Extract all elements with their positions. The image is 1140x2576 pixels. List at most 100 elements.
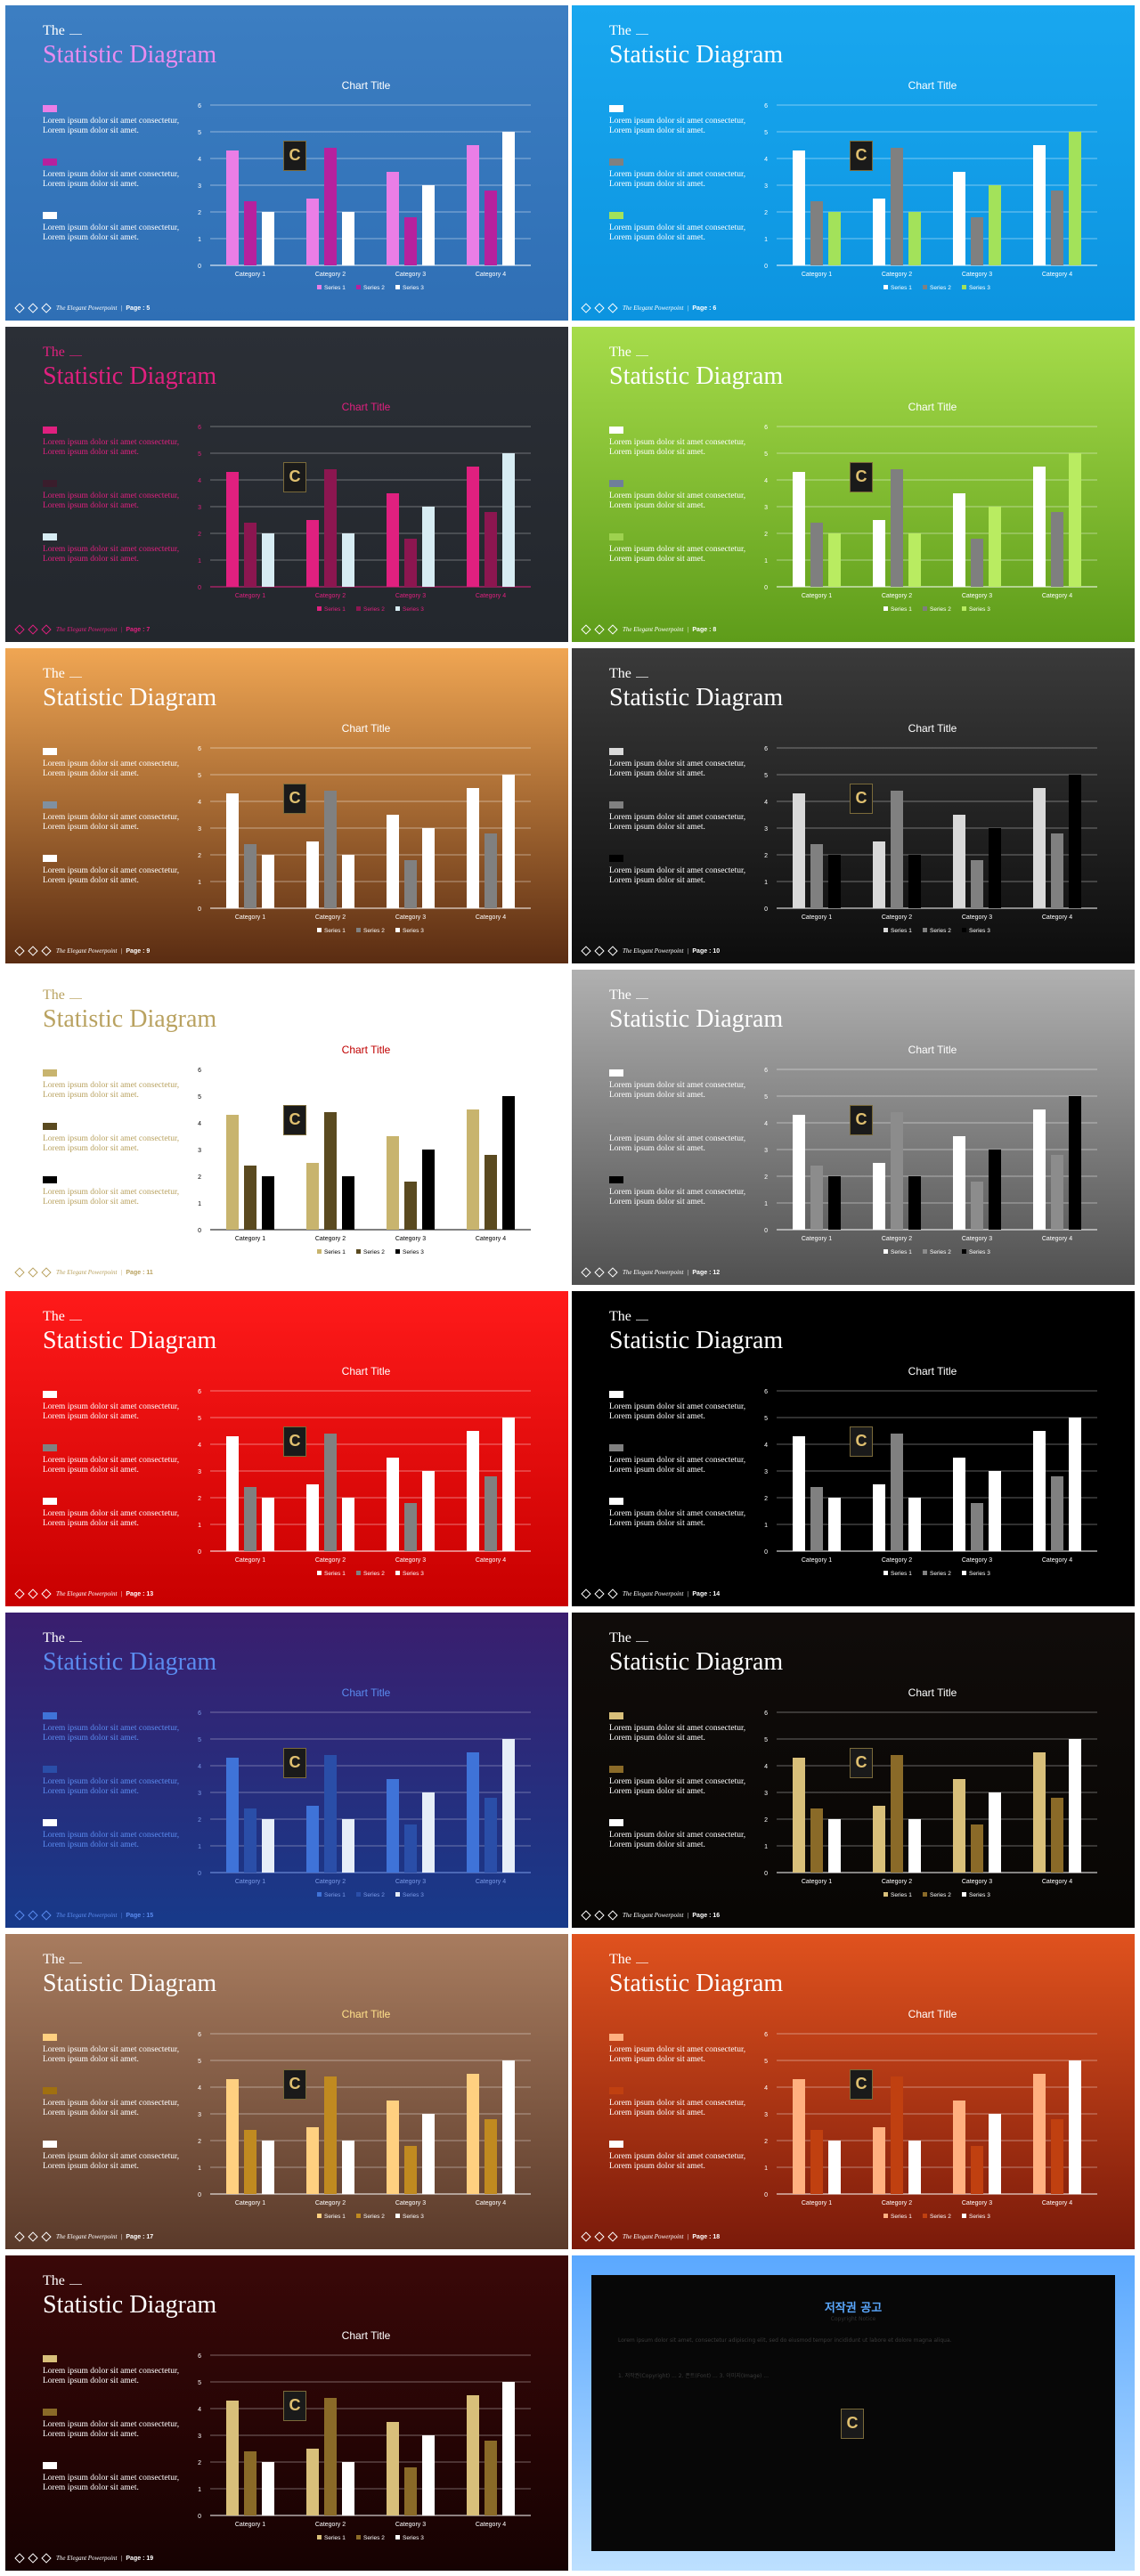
- series-legend-label: Series 2: [930, 1249, 951, 1255]
- bar-series-1-2: [873, 841, 885, 908]
- ytick-label: 6: [198, 746, 201, 752]
- slide-kicker: The: [609, 23, 631, 38]
- slide-9[interactable]: The Statistic Diagram Lorem ipsum dolor si…: [5, 1291, 568, 1606]
- legend-block-2: Lorem ipsum dolor sit amet consectetur, …: [609, 2087, 761, 2118]
- diamond-icon: [41, 1589, 52, 1599]
- slide-kicker: The: [43, 987, 65, 1003]
- bar-series-1-2: [306, 520, 319, 587]
- diamond-icon: [41, 303, 52, 313]
- slide-5[interactable]: The Statistic Diagram Lorem ipsum dolor si…: [5, 648, 568, 963]
- bar-series-3-4: [502, 132, 515, 265]
- bar-series-3-3: [422, 1471, 435, 1551]
- diamond-icon: [28, 2553, 38, 2564]
- page-number: Page : 11: [126, 1269, 153, 1276]
- category-label: Category 4: [476, 1557, 506, 1564]
- bar-chart: Chart Title 0 1 2 3 4 5 6 Category 1 Category 2 Ca…: [741, 68, 1124, 317]
- ytick-label: 1: [764, 237, 768, 243]
- bar-series-2-3: [404, 1503, 417, 1551]
- series-legend-label: Series 1: [891, 285, 912, 291]
- bar-chart: Chart Title 0 1 2 3 4 5 6 Category 1 Category 2 Ca…: [175, 1032, 558, 1281]
- slide-11[interactable]: The Statistic Diagram Lorem ipsum dolor si…: [5, 1613, 568, 1928]
- legend-block-1: Lorem ipsum dolor sit amet consectetur, …: [43, 2034, 194, 2065]
- series-legend-swatch: [356, 285, 361, 289]
- legend-swatch: [43, 2409, 57, 2416]
- legend-swatch: [609, 1712, 623, 1719]
- slide-13[interactable]: The Statistic Diagram Lorem ipsum dolor si…: [5, 1934, 568, 2249]
- slide-1[interactable]: The Statistic Diagram Lorem ipsum dolor si…: [5, 5, 568, 321]
- bar-series-2-2: [891, 1755, 903, 1873]
- legend-swatch: [43, 1069, 57, 1077]
- slide-title: Statistic Diagram: [609, 1648, 784, 1676]
- ytick-label: 6: [764, 425, 768, 431]
- bar-series-2-3: [971, 539, 983, 587]
- legend-block-3: Lorem ipsum dolor sit amet consectetur, …: [43, 855, 194, 886]
- bar-series-3-1: [262, 533, 274, 587]
- ytick-label: 1: [198, 2166, 201, 2172]
- ytick-label: 0: [764, 1228, 768, 1234]
- slide-12[interactable]: The Statistic Diagram Lorem ipsum dolor si…: [572, 1613, 1135, 1928]
- chart-title: Chart Title: [342, 79, 391, 92]
- slide-7[interactable]: The Statistic Diagram Lorem ipsum dolor si…: [5, 970, 568, 1285]
- slide-2[interactable]: The Statistic Diagram Lorem ipsum dolor si…: [572, 5, 1135, 321]
- chart-svg: Chart Title 0 1 2 3 4 5 6 Category 1 Category 2 Ca…: [198, 79, 531, 291]
- copyright-slide[interactable]: 저작권 공고 Copyright Notice Lorem ipsum dolor …: [572, 2255, 1135, 2571]
- ytick-label: 5: [764, 2059, 768, 2065]
- legend-block-2: Lorem ipsum dolor sit amet consectetur, …: [43, 480, 194, 511]
- legend-swatch: [43, 2141, 57, 2148]
- ytick-label: 6: [764, 1068, 768, 1074]
- legend-text: Lorem ipsum dolor sit amet consectetur, …: [609, 1134, 746, 1153]
- bar-series-1-1: [226, 2079, 239, 2194]
- slide-title: Statistic Diagram: [609, 362, 784, 390]
- bar-series-3-4: [502, 1418, 515, 1551]
- diamond-icon: [28, 1267, 38, 1278]
- copyright-paragraph: 1. 저작권(Copyright) ... 2. 폰트(Font) ... 3.…: [618, 2373, 769, 2379]
- bar-series-3-2: [908, 1498, 921, 1551]
- slide-8[interactable]: The Statistic Diagram Lorem ipsum dolor si…: [572, 970, 1135, 1285]
- bar-series-1-2: [306, 841, 319, 908]
- legend-text: Lorem ipsum dolor sit amet consectetur, …: [43, 1402, 180, 1421]
- footer-separator: |: [120, 2233, 123, 2240]
- chart-title: Chart Title: [908, 79, 957, 92]
- legend-block-2: Lorem ipsum dolor sit amet consectetur, …: [609, 801, 761, 833]
- ytick-label: 1: [198, 880, 201, 886]
- slide-6[interactable]: The Statistic Diagram Lorem ipsum dolor si…: [572, 648, 1135, 963]
- legend-text: Lorem ipsum dolor sit amet consectetur, …: [43, 438, 180, 457]
- bar-series-1-1: [793, 793, 805, 908]
- legend-text: Lorem ipsum dolor sit amet consectetur, …: [43, 545, 180, 564]
- series-legend-label: Series 1: [891, 928, 912, 934]
- legend-text: Lorem ipsum dolor sit amet consectetur, …: [43, 1724, 180, 1743]
- slide-10[interactable]: The Statistic Diagram Lorem ipsum dolor si…: [572, 1291, 1135, 1606]
- slide-14[interactable]: The Statistic Diagram Lorem ipsum dolor si…: [572, 1934, 1135, 2249]
- chart-svg: Chart Title 0 1 2 3 4 5 6 Category 1 Category 2 Ca…: [198, 2008, 531, 2220]
- slide-15[interactable]: The Statistic Diagram Lorem ipsum dolor si…: [5, 2255, 568, 2571]
- bar-series-1-4: [1033, 1109, 1046, 1230]
- bar-series-3-2: [342, 212, 354, 265]
- bar-series-2-3: [404, 860, 417, 908]
- ytick-label: 4: [764, 2085, 768, 2092]
- chart-title: Chart Title: [908, 1365, 957, 1377]
- category-label: Category 1: [802, 593, 832, 599]
- legend-swatch: [609, 158, 623, 166]
- category-label: Category 2: [882, 1879, 912, 1885]
- series-legend-swatch: [395, 1892, 400, 1897]
- slide-4[interactable]: The Statistic Diagram Lorem ipsum dolor si…: [572, 327, 1135, 642]
- diamond-icon: [14, 2553, 25, 2564]
- slide-footer: The Elegant Powerpoint | Page : 14: [581, 1589, 720, 1599]
- bar-series-3-1: [828, 212, 841, 265]
- legend-block-1: Lorem ipsum dolor sit amet consectetur, …: [609, 1391, 761, 1422]
- diamond-icon: [581, 624, 591, 635]
- ytick-label: 4: [198, 2407, 201, 2413]
- slide-title: Statistic Diagram: [43, 1005, 217, 1033]
- chart-title: Chart Title: [342, 1686, 391, 1699]
- slide-kicker: The: [609, 1309, 631, 1324]
- category-label: Category 4: [1042, 1557, 1072, 1564]
- bar-series-2-2: [324, 1112, 337, 1230]
- ytick-label: 0: [764, 1871, 768, 1877]
- bar-series-1-3: [953, 172, 965, 265]
- crest-logo-icon: C: [283, 1105, 306, 1135]
- slide-footer: The Elegant Powerpoint | Page : 5: [14, 303, 150, 313]
- slide-3[interactable]: The Statistic Diagram Lorem ipsum dolor si…: [5, 327, 568, 642]
- series-legend-swatch: [317, 2535, 322, 2539]
- category-label: Category 1: [802, 1236, 832, 1242]
- legend-swatch: [609, 2087, 623, 2094]
